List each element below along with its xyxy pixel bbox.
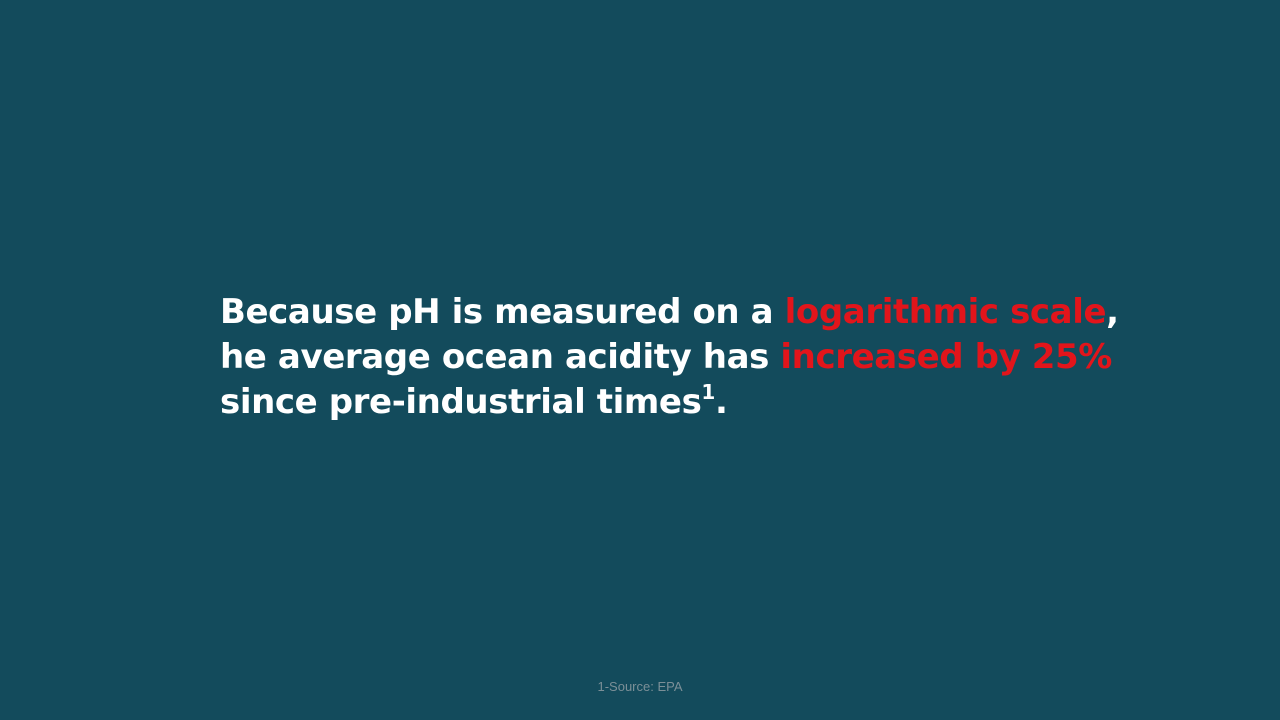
footnote-marker: 1 [701,379,715,404]
footnote-source: 1-Source: EPA [597,679,683,694]
highlight-increase: increased by 25% [780,337,1112,377]
line-3-text: since pre-industrial times [220,382,702,422]
line-2-text: he average ocean acidity has [220,337,781,377]
statement-line-3: since pre-industrial times1. [220,380,1120,425]
statement-line-1: Because pH is measured on a logarithmic … [220,290,1120,335]
statement-line-2: he average ocean acidity has increased b… [220,335,1120,380]
line-1-comma: , [1106,292,1119,332]
line-1-text: Because pH is measured on a [220,292,785,332]
statement-text: Because pH is measured on a logarithmic … [220,290,1120,425]
line-3-period: . [714,382,728,422]
highlight-logarithmic-scale: logarithmic scale [784,292,1107,332]
